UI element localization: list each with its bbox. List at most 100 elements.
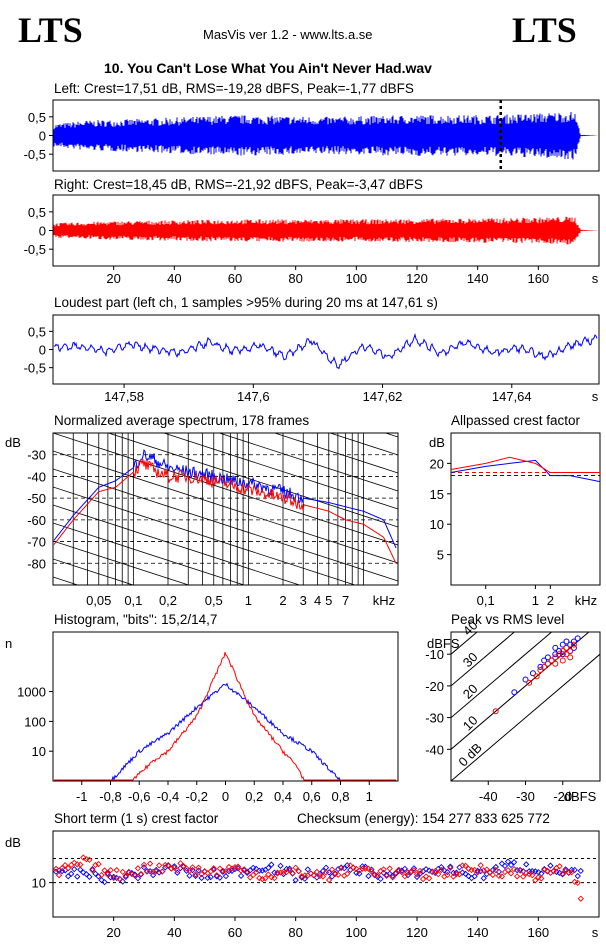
crest-short-left-point <box>383 871 390 879</box>
crest-short-left-point <box>83 871 90 878</box>
allpass-xtick-label: 1 <box>532 593 539 608</box>
spectrum-right-line <box>53 459 397 564</box>
peak-rms-left-point <box>574 635 581 642</box>
spectrum-left-line <box>53 448 397 549</box>
crest-short-left-point <box>74 873 81 880</box>
spectrum-label: Normalized average spectrum, 178 frames <box>54 413 310 428</box>
peak-rms-ytick-label: -30 <box>425 711 444 726</box>
peak-rms-left-point <box>537 663 544 670</box>
spectrum-slope-line <box>162 433 398 510</box>
spectrum-ytick-label: -40 <box>27 469 46 484</box>
crest-short-right-point <box>265 871 272 878</box>
crest-short-right-point <box>465 865 472 872</box>
crest-short-right-point <box>262 875 269 882</box>
crest-short-left-point <box>459 869 466 876</box>
histogram-xtick-label: 0,8 <box>331 789 349 804</box>
crest-short-right-point <box>559 870 566 877</box>
crest-short-right-point <box>146 860 154 867</box>
crest-short-right-point <box>143 868 151 875</box>
crest-short-right-point <box>186 867 193 875</box>
crest-short-right-point <box>52 865 60 873</box>
crest-short-left-point <box>377 875 384 883</box>
crest-short-right-point <box>383 872 390 879</box>
crest-short-right-point <box>131 872 139 879</box>
crest-short-xtick-label: 140 <box>467 925 489 940</box>
crest-short-right-point <box>213 872 220 879</box>
crest-short-right-point <box>565 869 572 876</box>
crest-short-right-point <box>550 868 557 875</box>
crest-short-left-point <box>498 860 506 867</box>
crest-short-right-point <box>510 866 518 873</box>
peak-rms-left-point <box>570 638 577 645</box>
peak-rms-xtick-label: -20 <box>553 789 572 804</box>
crest-short-left-point <box>492 863 500 871</box>
histogram-xtick-label: 0 <box>222 789 229 804</box>
crest-short-left-point <box>331 870 339 877</box>
crest-short-left-point <box>268 861 275 868</box>
file-title: 10. You Can't Lose What You Ain't Never … <box>104 60 432 76</box>
crest-short-right-point <box>516 867 524 874</box>
crest-short-xtick-label: 100 <box>345 925 367 940</box>
crest-short-right-point <box>286 867 293 874</box>
crest-short-left-point <box>149 871 157 879</box>
crest-short-left-point <box>304 866 311 873</box>
crest-short-left-point <box>101 879 108 886</box>
crest-short-left-point <box>198 874 205 882</box>
histogram-ytick-label: 100 <box>24 714 46 729</box>
crest-short-right-point <box>544 867 551 874</box>
peak-rms-right-point <box>537 667 544 674</box>
crest-short-right-point <box>435 871 442 878</box>
crest-short-right-point <box>474 869 481 876</box>
peak-rms-diagonal-label: 10 <box>460 713 481 734</box>
right-wave-xtick-label: 120 <box>406 271 428 286</box>
crest-short-right-point <box>71 859 78 866</box>
left-wave-ytick-label: -0,5 <box>24 147 46 162</box>
spectrum-slope-line <box>218 433 398 492</box>
crest-short-left-point <box>447 863 454 870</box>
peak-rms-xtick-label: -40 <box>479 789 498 804</box>
allpass-ytick-label: 10 <box>430 517 444 532</box>
histogram-xtick-label: -1 <box>76 789 88 804</box>
spectrum-yunit: dB <box>5 435 21 450</box>
peak-rms-left-point <box>522 676 529 683</box>
spectrum-slope-line <box>53 504 301 585</box>
peak-rms-left-point <box>559 641 566 648</box>
allpass-left-line <box>450 459 601 483</box>
peak-rms-right-point <box>559 648 566 655</box>
crest-short-right-point <box>398 869 405 876</box>
crest-short-right-point <box>353 865 360 873</box>
crest-short-right-point <box>568 869 575 876</box>
crest-short-right-point <box>526 870 533 878</box>
crest-short-right-point <box>104 871 111 878</box>
allpass-xtick-label: 0,1 <box>477 593 495 608</box>
crest-short-right-point <box>429 868 436 876</box>
crest-short-right-point <box>350 864 357 871</box>
crest-short-right-point <box>392 869 399 876</box>
crest-short-left-point <box>52 868 60 875</box>
crest-short-right-point <box>477 862 484 869</box>
crest-short-left-point <box>95 873 102 880</box>
peak-rms-right-point <box>556 651 563 658</box>
loudest-ytick-label: 0,5 <box>28 324 46 339</box>
spectrum-slope-line <box>53 595 398 707</box>
crest-short-right-point <box>201 868 208 875</box>
crest-short-right-point <box>520 873 527 880</box>
crest-short-left-point <box>471 873 478 880</box>
histogram-xtick-label: -0,6 <box>128 789 150 804</box>
crest-short-left-point <box>131 871 139 878</box>
peak-rms-right-point <box>570 641 577 648</box>
crest-short-left-point <box>462 870 469 877</box>
crest-short-left-point <box>222 873 230 880</box>
crest-short-right-point <box>535 874 542 881</box>
crest-short-left-point <box>89 866 96 873</box>
left-wave-label: Left: Crest=17,51 dB, RMS=-19,28 dBFS, P… <box>54 81 414 96</box>
peak-rms-left-point <box>544 654 551 661</box>
spectrum-ytick-label: -60 <box>27 513 46 528</box>
crest-short-right-point <box>341 872 348 879</box>
crest-short-xtick-label: 60 <box>228 925 242 940</box>
crest-short-right-point <box>268 874 275 881</box>
crest-short-right-point <box>562 867 569 875</box>
crest-short-left-point <box>444 868 451 876</box>
crest-short-right-point <box>168 865 175 872</box>
